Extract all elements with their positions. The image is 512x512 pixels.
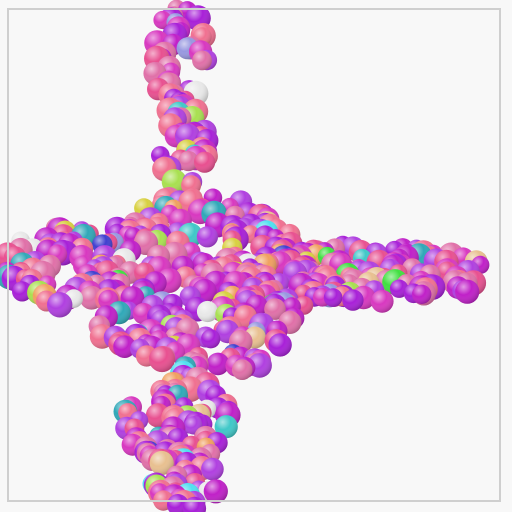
sphere-cluster [0, 0, 490, 512]
sphere-shading [323, 288, 343, 307]
sphere-shading [201, 329, 221, 349]
sphere-shading [149, 450, 174, 476]
sphere-shading [455, 279, 480, 304]
sphere-shading [113, 335, 136, 359]
sphere-shading [203, 479, 228, 504]
sphere-shading [264, 298, 286, 320]
sphere-shading [149, 346, 175, 373]
sphere-shading [412, 284, 432, 304]
sphere-shading [192, 50, 212, 71]
sphere-shading [206, 352, 230, 376]
sphere-shading [178, 150, 199, 172]
sphere-shading [231, 359, 253, 381]
sphere-shading [201, 457, 224, 481]
sphere-shading [47, 292, 73, 318]
sphere-shading [214, 415, 238, 439]
sphere-shading [389, 279, 409, 298]
sphere-shading [370, 289, 394, 313]
sphere-shading [194, 151, 216, 173]
sphere-shading [196, 226, 218, 248]
sphere-shading [342, 289, 364, 311]
sphere-shading [12, 281, 33, 302]
sphere-shading [196, 300, 219, 323]
sphere-shading [268, 333, 292, 357]
